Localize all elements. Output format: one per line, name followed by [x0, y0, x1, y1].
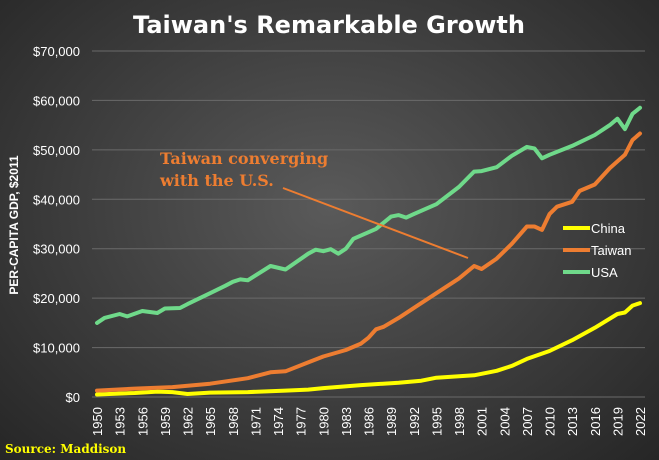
x-tick-label: 1962: [181, 407, 196, 436]
legend-label-usa: USA: [591, 265, 618, 280]
x-tick-label: 1995: [429, 407, 444, 436]
legend-label-taiwan: Taiwan: [591, 243, 631, 258]
x-tick-label: 1953: [113, 407, 128, 436]
x-tick-label: 2019: [610, 407, 625, 436]
series-line-taiwan: [95, 131, 642, 393]
annotation-line2: with the U.S.: [159, 171, 274, 190]
series-line-usa: [95, 105, 642, 325]
x-tick-label: 1992: [407, 407, 422, 436]
x-tick-label: 2004: [497, 407, 512, 436]
x-tick-label: 2010: [543, 407, 558, 436]
legend: China Taiwan USA: [563, 221, 631, 280]
x-tick-label: 1971: [248, 407, 263, 436]
y-tick-label: $0: [66, 390, 80, 405]
x-tick-label: 1956: [135, 407, 150, 436]
x-tick-label: 1965: [203, 407, 218, 436]
source-note: Source: Maddison: [5, 442, 126, 456]
x-tick-label: 2001: [475, 407, 490, 436]
x-tick-label: 1989: [384, 407, 399, 436]
x-tick-label: 2022: [633, 407, 648, 436]
x-tick-label: 1983: [339, 407, 354, 436]
legend-label-china: China: [591, 221, 626, 236]
x-tick-label: 1950: [90, 407, 105, 436]
x-tick-label: 1974: [271, 407, 286, 436]
x-tick-label: 1968: [226, 407, 241, 436]
y-tick-label: $20,000: [33, 291, 80, 306]
x-tick-label: 2013: [565, 407, 580, 436]
x-tick-label: 2007: [520, 407, 535, 436]
y-tick-label: $60,000: [33, 93, 80, 108]
chart-title: Taiwan's Remarkable Growth: [133, 11, 525, 39]
x-tick-label: 1986: [362, 407, 377, 436]
y-tick-label: $70,000: [33, 44, 80, 59]
x-tick-label: 1998: [452, 407, 467, 436]
y-tick-label: $40,000: [33, 192, 80, 207]
annotation-arrow: [282, 187, 469, 259]
series-line-china: [95, 301, 642, 397]
annotation-line1: Taiwan converging: [160, 149, 328, 168]
x-tick-label: 2016: [588, 407, 603, 436]
y-tick-label: $30,000: [33, 242, 80, 257]
x-tick-label: 1959: [158, 407, 173, 436]
y-tick-label: $50,000: [33, 143, 80, 158]
x-tick-label: 1980: [316, 407, 331, 436]
x-tick-label: 1977: [294, 407, 309, 436]
y-axis-label: PER-CAPITA GDP, $2011: [7, 155, 21, 294]
y-tick-label: $10,000: [33, 341, 80, 356]
